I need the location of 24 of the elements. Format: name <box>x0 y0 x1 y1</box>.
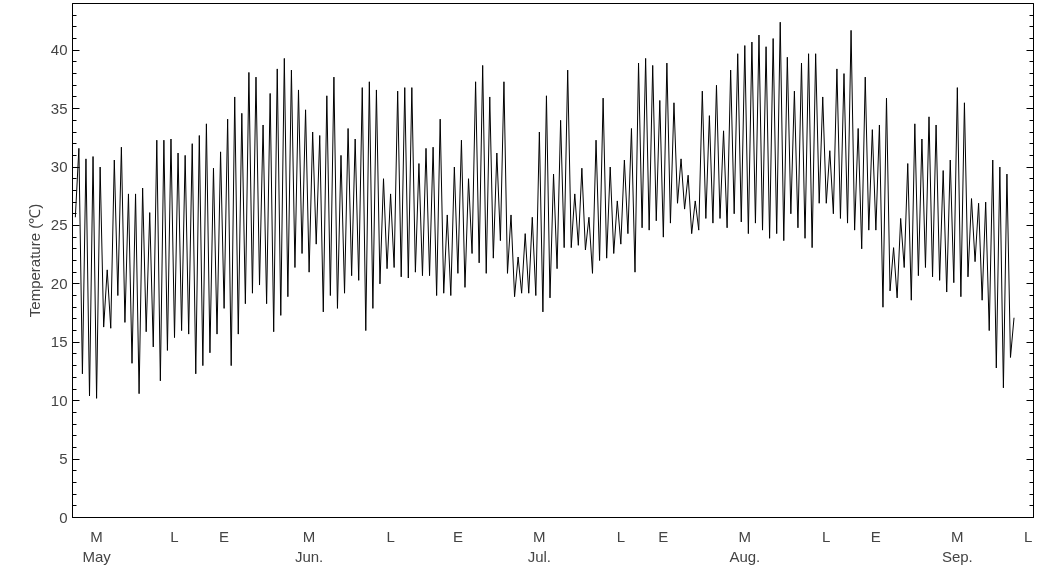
x-tick-label: E <box>219 527 230 545</box>
y-tick-label: 20 <box>50 274 68 292</box>
y-tick-label: 35 <box>50 99 68 117</box>
x-tick-label: E <box>658 527 669 545</box>
x-tick-label: L <box>386 527 395 545</box>
y-tick-label: 15 <box>50 333 68 351</box>
x-tick-label: M May <box>82 527 112 565</box>
y-axis-title: Temperature (℃) <box>25 203 43 318</box>
x-tick-label: E <box>870 527 881 545</box>
y-tick-label: 40 <box>50 41 68 59</box>
y-tick-label: 30 <box>50 158 68 176</box>
x-tick-label: L <box>170 527 179 545</box>
x-tick-label: E <box>452 527 463 545</box>
x-tick-label: M Jul. <box>527 527 552 565</box>
y-tick-label: 5 <box>59 450 68 468</box>
x-tick-label: M Jun. <box>294 527 324 565</box>
x-tick-label: M Aug. <box>729 527 761 565</box>
y-tick-label: 25 <box>50 216 68 234</box>
x-tick-label: L <box>1024 527 1033 545</box>
y-tick-label: 0 <box>59 508 68 526</box>
x-tick-label: L <box>616 527 626 545</box>
x-tick-label: L <box>822 527 831 545</box>
x-tick-label: M Sep. <box>941 527 973 565</box>
y-tick-label: 10 <box>50 391 68 409</box>
